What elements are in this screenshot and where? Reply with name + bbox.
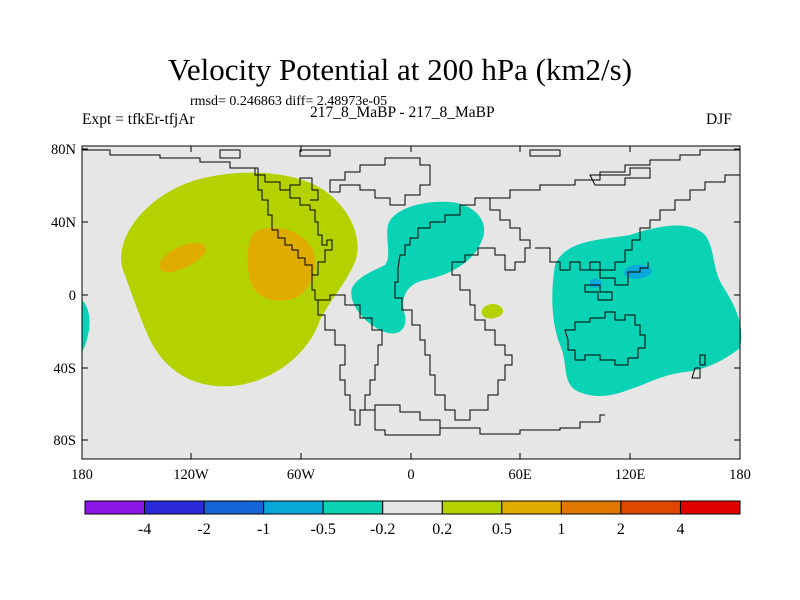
lon-tick-label: 120W xyxy=(173,467,209,483)
coastline-north-america xyxy=(82,149,333,300)
colorbar-swatch xyxy=(679,500,741,515)
lon-tick-label: 0 xyxy=(407,467,414,483)
colorbar-label: 4 xyxy=(676,521,684,538)
colorbar-swatch xyxy=(620,500,681,515)
colorbar-label: -1 xyxy=(257,521,270,538)
coastline-australia xyxy=(564,311,646,366)
colorbar-label: -0.5 xyxy=(311,521,336,538)
map-title: Velocity Potential at 200 hPa (km2/s) xyxy=(167,52,633,87)
negative-anomaly-region-west-edge xyxy=(82,300,90,352)
colorbar-label: 0.5 xyxy=(492,521,512,538)
coastline-antarctic-peninsula xyxy=(374,410,441,436)
colorbar-swatch xyxy=(203,500,265,515)
colorbar-label: 2 xyxy=(617,521,625,538)
colorbar-swatch xyxy=(84,500,146,515)
stats-label: rmsd= 0.246863 diff= 2.48973e-05 xyxy=(190,94,388,109)
coastline-hudson-bay xyxy=(289,177,319,201)
coastlines xyxy=(82,149,740,436)
coastline-greenland xyxy=(329,157,431,206)
lon-tick-label: 180 xyxy=(729,467,751,483)
coastline-antarctica xyxy=(360,404,605,435)
colorbar-label: -4 xyxy=(138,521,151,538)
case-label: 217_8_MaBP - 217_8_MaBP xyxy=(310,104,495,121)
positive-anomaly-spot-arabia xyxy=(481,304,504,319)
lat-tick-label: 40S xyxy=(53,361,76,377)
negative-anomaly-region-atlantic xyxy=(351,201,485,334)
colorbar-swatch xyxy=(560,500,622,515)
lat-tick-label: 80S xyxy=(53,433,76,449)
colorbar-swatch xyxy=(144,500,205,515)
tick-marks xyxy=(82,146,740,459)
positive-anomaly-region-east-pacific xyxy=(121,172,358,387)
latitude-labels: 80N 40N 0 40S 80S xyxy=(51,142,77,449)
lat-tick-label: 40N xyxy=(51,215,77,231)
experiment-label: Expt = tfkEr-tfjAr xyxy=(82,111,195,128)
colorbar-swatch xyxy=(322,500,384,515)
coastline-europe-africa xyxy=(394,197,531,421)
colorbar-label: -2 xyxy=(197,521,210,538)
coastline-asia xyxy=(490,149,740,271)
colorbar-swatch xyxy=(501,500,562,515)
colorbar-label: -0.2 xyxy=(370,521,395,538)
lon-tick-label: 120E xyxy=(615,467,646,483)
strong-anomaly-region-central-america xyxy=(247,227,316,301)
colorbar: -4 -2 -1 -0.5 -0.2 0.2 0.5 1 2 4 xyxy=(84,500,741,538)
colorbar-label: 1 xyxy=(557,521,565,538)
coastline-north-america-west xyxy=(255,167,313,275)
lat-tick-label: 0 xyxy=(69,288,76,304)
coastline-arctic-islands xyxy=(219,149,651,186)
lat-tick-label: 80N xyxy=(51,142,77,158)
lon-tick-label: 60W xyxy=(287,467,316,483)
longitude-labels: 180 120W 60W 0 60E 120E 180 xyxy=(71,467,751,483)
colorbar-label: 0.2 xyxy=(432,521,452,538)
colorbar-swatch xyxy=(382,500,443,515)
colorbar-swatch xyxy=(441,500,503,515)
season-label: DJF xyxy=(706,111,732,128)
lon-tick-label: 60E xyxy=(508,467,532,483)
coastline-southeast-asia xyxy=(584,262,649,301)
strong-anomaly-region-pacific xyxy=(159,243,206,273)
colorbar-swatch xyxy=(263,500,324,515)
lon-tick-label: 180 xyxy=(71,467,93,483)
coastline-new-zealand xyxy=(691,354,706,379)
